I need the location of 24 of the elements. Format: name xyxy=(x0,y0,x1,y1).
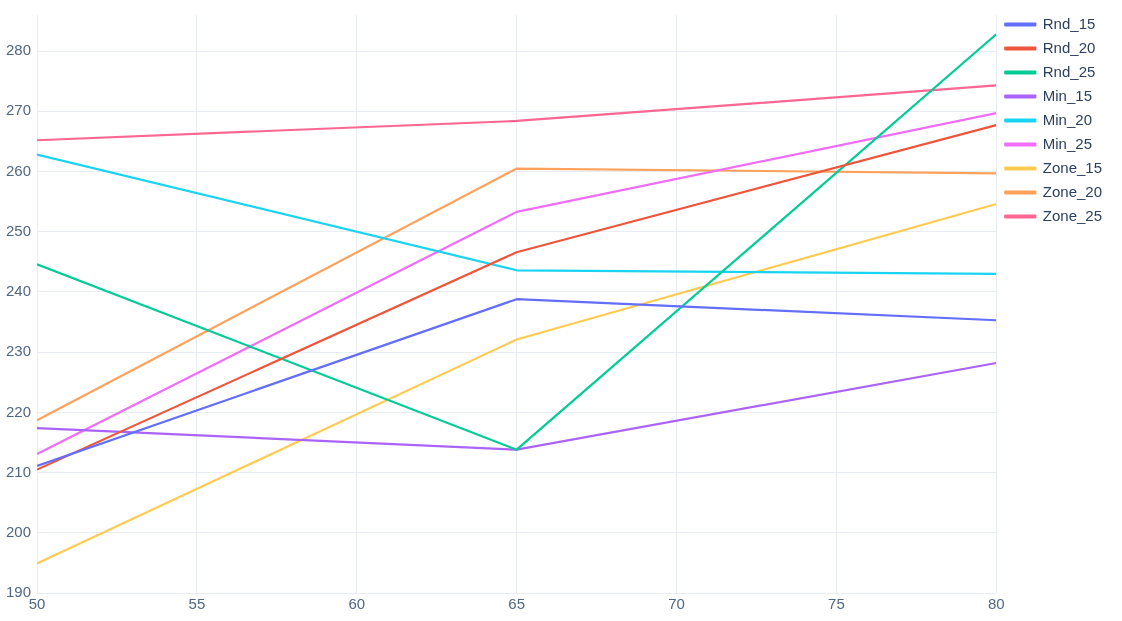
y-tick-label: 220 xyxy=(6,402,32,420)
legend-label: Min_20 xyxy=(1042,110,1092,128)
x-tick-label: 80 xyxy=(987,595,1005,613)
legend-label: Zone_25 xyxy=(1042,206,1102,224)
y-tick-label: 200 xyxy=(6,522,32,540)
legend-label: Min_15 xyxy=(1042,86,1092,104)
x-tick-label: 65 xyxy=(508,595,525,613)
y-tick-label: 240 xyxy=(6,282,32,300)
y-tick-label: 230 xyxy=(6,342,32,360)
legend-label: Min_25 xyxy=(1042,134,1092,152)
legend-label: Rnd_20 xyxy=(1042,38,1096,56)
y-tick-label: 210 xyxy=(6,462,32,480)
y-tick-label: 260 xyxy=(6,161,32,179)
x-tick-label: 55 xyxy=(188,595,206,613)
legend-label: Zone_20 xyxy=(1042,182,1102,200)
y-tick-label: 270 xyxy=(6,101,32,119)
x-tick-label: 60 xyxy=(348,595,366,613)
y-tick-label: 250 xyxy=(6,221,32,239)
legend-label: Rnd_15 xyxy=(1042,14,1096,32)
x-tick-label: 70 xyxy=(668,595,685,613)
legend-label: Rnd_25 xyxy=(1042,62,1096,80)
legend-label: Zone_15 xyxy=(1042,158,1102,176)
x-tick-label: 75 xyxy=(828,595,845,613)
y-tick-label: 280 xyxy=(6,41,32,59)
